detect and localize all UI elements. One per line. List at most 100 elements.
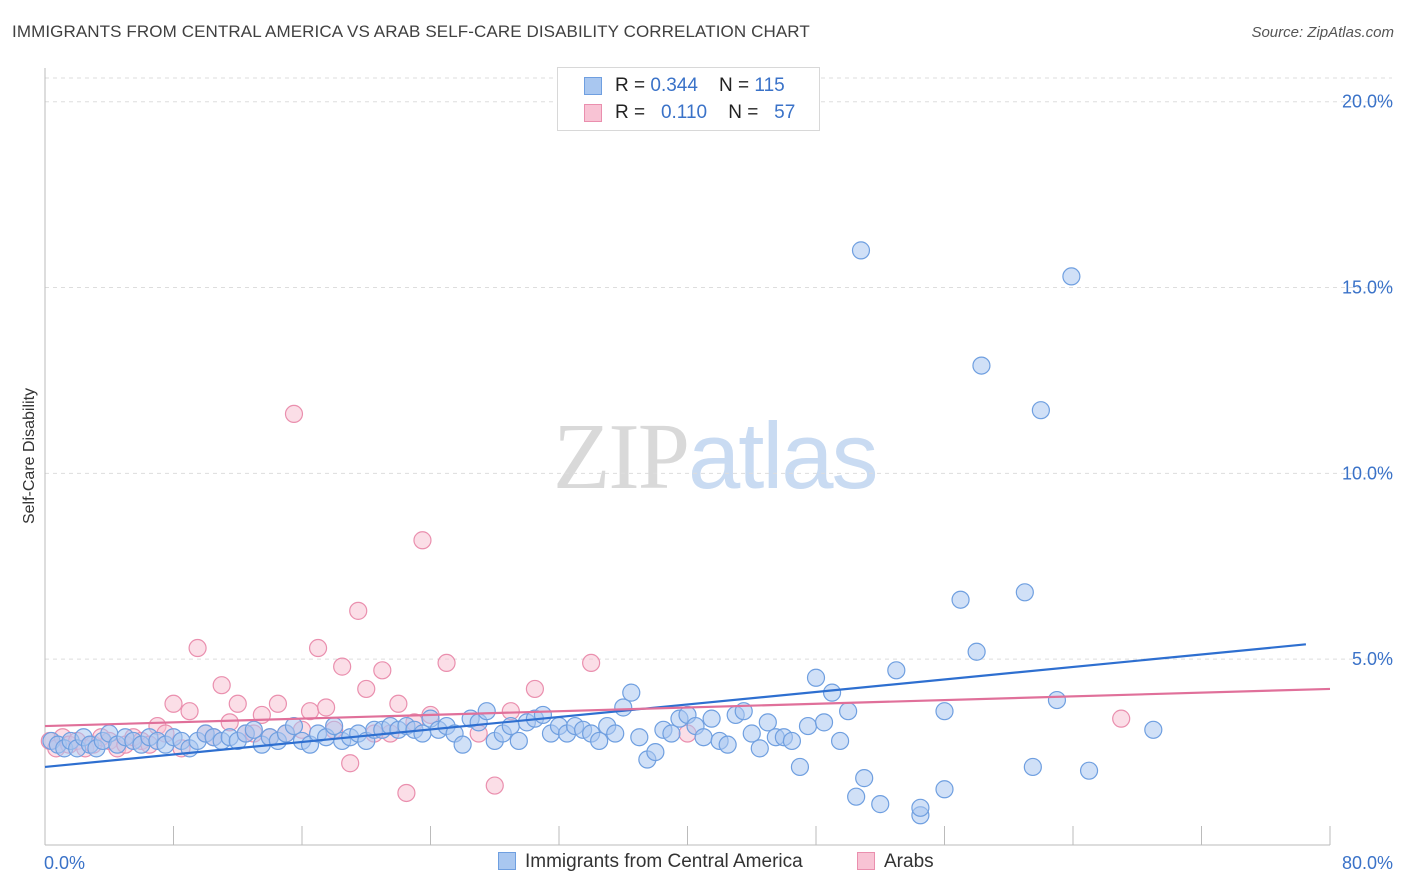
point-central-america (590, 731, 609, 751)
source-label: Source: ZipAtlas.com (1251, 24, 1394, 41)
point-central-america (972, 356, 991, 375)
point-central-america (606, 724, 625, 743)
point-central-america (855, 769, 874, 788)
point-central-america (822, 683, 842, 702)
bottom-legend-label-arabs: Arabs (884, 851, 934, 872)
point-central-america (509, 731, 528, 751)
point-arabs (308, 638, 328, 658)
point-central-america (1144, 720, 1163, 739)
point-central-america (244, 720, 263, 739)
point-arabs (284, 404, 304, 424)
point-central-america (847, 787, 866, 806)
point-central-america (1047, 690, 1067, 710)
point-arabs (582, 653, 601, 672)
point-central-america (1079, 761, 1099, 780)
x-tick-label: 80.0% (1342, 853, 1393, 873)
data-points (40, 241, 1163, 825)
point-central-america (951, 590, 970, 609)
point-arabs (1112, 709, 1131, 728)
trend-line-arabs (44, 687, 1331, 728)
legend-swatch-central-america (584, 77, 602, 95)
point-arabs (333, 657, 352, 676)
point-central-america (758, 713, 777, 732)
point-central-america (1015, 583, 1034, 602)
point-central-america (750, 739, 769, 758)
y-tick-label: 15.0% (1342, 278, 1393, 298)
point-central-america (702, 709, 721, 728)
point-central-america (851, 241, 871, 260)
point-central-america (887, 661, 906, 680)
point-central-america (1031, 401, 1050, 420)
legend-n-value: 115 (754, 75, 785, 96)
point-central-america (742, 724, 761, 743)
legend: R = 0.344 N = 115 R = 0.110 N = 57 (557, 67, 820, 131)
point-central-america (967, 642, 986, 661)
point-central-america (814, 713, 834, 732)
watermark-zip: ZIP (553, 405, 690, 509)
trend-line-central-america (44, 643, 1307, 769)
point-arabs (389, 694, 408, 713)
point-central-america (830, 731, 850, 751)
point-central-america (284, 716, 304, 736)
legend-swatch-arabs (584, 104, 602, 122)
point-arabs (437, 653, 456, 672)
legend-r-label: R = (615, 75, 651, 96)
point-arabs (485, 776, 504, 795)
point-central-america (453, 735, 472, 754)
y-tick-label: 20.0% (1342, 92, 1393, 112)
point-central-america (782, 731, 802, 751)
point-central-america (718, 735, 737, 754)
point-arabs (525, 679, 545, 699)
bottom-legend-swatch-central-america (498, 852, 516, 870)
watermark-atlas: atlas (688, 403, 879, 508)
point-central-america (798, 716, 818, 736)
axes (44, 68, 1331, 846)
legend-stats-central-america: R = 0.344 N = 115 (615, 75, 785, 97)
bottom-legend-swatch-arabs (857, 852, 875, 870)
point-central-america (614, 698, 633, 717)
point-central-america (413, 724, 432, 743)
point-central-america (477, 702, 496, 721)
bottom-legend-label-central-america: Immigrants from Central America (525, 851, 803, 872)
point-central-america (935, 702, 954, 721)
legend-r-value: 0.344 (650, 75, 698, 96)
point-arabs (349, 601, 368, 620)
legend-n-label: N = (719, 75, 755, 96)
point-central-america (630, 728, 649, 747)
point-arabs (316, 698, 336, 717)
point-central-america (935, 780, 954, 799)
point-central-america (790, 757, 810, 777)
chart-title: IMMIGRANTS FROM CENTRAL AMERICA VS ARAB … (12, 22, 810, 41)
watermark: ZIPatlas (553, 402, 879, 511)
y-tick-label: 10.0% (1342, 463, 1393, 483)
point-central-america (1062, 267, 1081, 286)
point-central-america (662, 724, 681, 743)
point-central-america (1023, 757, 1042, 777)
legend-n-value: 57 (774, 102, 796, 123)
point-arabs (268, 694, 288, 713)
point-arabs (188, 638, 207, 658)
point-central-america (533, 705, 553, 725)
legend-r-label: R = (615, 102, 651, 123)
point-arabs (341, 754, 360, 773)
point-central-america (646, 742, 665, 762)
point-arabs (397, 783, 416, 803)
point-arabs (373, 661, 392, 680)
point-arabs (413, 531, 432, 550)
legend-r-value: 0.110 (660, 102, 708, 123)
point-central-america (622, 683, 641, 702)
legend-n-label: N = (728, 102, 764, 123)
grid-lines (45, 77, 1392, 660)
point-central-america (694, 728, 713, 747)
axis-labels: 5.0% 10.0% 15.0% 20.0% 0.0% 80.0% Self-Care Di… (21, 92, 1393, 873)
point-arabs (164, 694, 183, 713)
point-arabs (212, 676, 231, 695)
legend-stats-arabs: R = 0.110 N = 57 (615, 102, 795, 124)
bottom-legend-arabs: Arabs (857, 851, 934, 873)
point-central-america (839, 702, 858, 721)
x-tick-label: 0.0% (44, 853, 85, 873)
trend-lines (44, 643, 1331, 769)
bottom-legend-central-america: Immigrants from Central America (498, 851, 803, 873)
point-central-america (911, 798, 930, 817)
